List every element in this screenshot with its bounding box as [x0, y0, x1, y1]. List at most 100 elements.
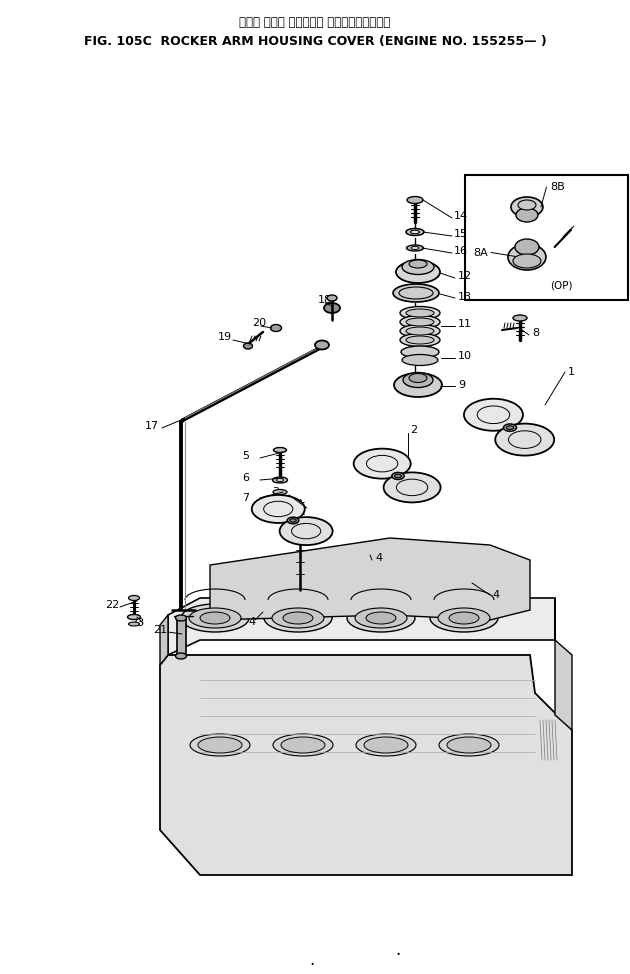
Ellipse shape	[176, 615, 186, 621]
Ellipse shape	[200, 612, 230, 624]
Ellipse shape	[244, 343, 253, 349]
Ellipse shape	[411, 246, 419, 249]
Ellipse shape	[176, 653, 186, 659]
Text: 4: 4	[492, 590, 499, 600]
Text: 7: 7	[242, 493, 249, 503]
Text: 1: 1	[568, 367, 575, 377]
Ellipse shape	[283, 612, 313, 624]
Ellipse shape	[324, 303, 340, 313]
Text: FIG. 105C  ROCKER ARM HOUSING COVER (ENGINE NO. 155255— ): FIG. 105C ROCKER ARM HOUSING COVER (ENGI…	[84, 35, 546, 49]
Ellipse shape	[270, 324, 282, 331]
Ellipse shape	[400, 333, 440, 347]
Ellipse shape	[315, 341, 329, 350]
Ellipse shape	[439, 734, 499, 756]
Ellipse shape	[364, 737, 408, 753]
Ellipse shape	[281, 737, 325, 753]
Text: 2: 2	[410, 425, 417, 435]
Text: 4: 4	[248, 617, 255, 627]
Ellipse shape	[356, 734, 416, 756]
Ellipse shape	[401, 346, 439, 358]
Ellipse shape	[272, 608, 324, 628]
Ellipse shape	[198, 737, 242, 753]
Ellipse shape	[327, 295, 337, 301]
Ellipse shape	[438, 608, 490, 628]
Ellipse shape	[406, 309, 434, 317]
Text: 9: 9	[458, 380, 465, 390]
Ellipse shape	[447, 737, 491, 753]
Text: .: .	[396, 941, 401, 959]
Polygon shape	[210, 538, 530, 620]
Text: 5: 5	[242, 451, 249, 461]
Text: 23: 23	[130, 618, 144, 628]
Ellipse shape	[273, 490, 287, 495]
Text: 3: 3	[272, 487, 279, 497]
Polygon shape	[160, 615, 168, 665]
Ellipse shape	[402, 355, 438, 365]
Text: 11: 11	[458, 319, 472, 329]
Ellipse shape	[503, 424, 517, 431]
Ellipse shape	[403, 372, 433, 388]
Ellipse shape	[409, 373, 427, 383]
Ellipse shape	[495, 424, 554, 456]
Ellipse shape	[273, 477, 287, 483]
Text: 4: 4	[375, 553, 382, 563]
Text: 22: 22	[105, 600, 119, 610]
Text: 17: 17	[145, 421, 159, 431]
Text: 14: 14	[454, 211, 468, 221]
Text: ロッカ アーム ハウジング カバー　　適用号機: ロッカ アーム ハウジング カバー 適用号機	[239, 16, 391, 28]
Ellipse shape	[129, 595, 139, 601]
Ellipse shape	[394, 373, 442, 397]
Ellipse shape	[516, 208, 538, 222]
Text: 10: 10	[458, 351, 472, 361]
Text: 12: 12	[458, 271, 472, 281]
Ellipse shape	[400, 324, 440, 338]
Ellipse shape	[129, 622, 139, 626]
Ellipse shape	[507, 426, 513, 430]
Ellipse shape	[511, 197, 543, 217]
Ellipse shape	[393, 284, 439, 302]
Ellipse shape	[273, 447, 287, 453]
Polygon shape	[160, 655, 572, 875]
Text: 20: 20	[252, 318, 266, 328]
Ellipse shape	[355, 608, 407, 628]
Ellipse shape	[277, 478, 284, 481]
Ellipse shape	[264, 604, 332, 632]
Text: .: .	[309, 951, 314, 969]
Ellipse shape	[400, 316, 440, 328]
Ellipse shape	[406, 318, 434, 326]
Ellipse shape	[406, 327, 434, 335]
Ellipse shape	[366, 612, 396, 624]
Ellipse shape	[464, 398, 523, 431]
Bar	[465, 175, 628, 300]
Ellipse shape	[407, 197, 423, 204]
Ellipse shape	[409, 260, 427, 268]
Ellipse shape	[430, 604, 498, 632]
Ellipse shape	[406, 336, 434, 344]
Ellipse shape	[190, 734, 250, 756]
Text: 16: 16	[454, 246, 468, 256]
Text: 8A: 8A	[473, 247, 488, 257]
Ellipse shape	[411, 230, 420, 234]
Ellipse shape	[513, 315, 527, 321]
Ellipse shape	[518, 200, 536, 210]
Polygon shape	[555, 598, 572, 730]
Ellipse shape	[396, 261, 440, 283]
Text: 21: 21	[153, 625, 167, 635]
Text: (OP): (OP)	[550, 281, 572, 291]
Text: 13: 13	[458, 292, 472, 302]
Text: 8: 8	[532, 328, 539, 338]
Ellipse shape	[280, 517, 333, 545]
Ellipse shape	[353, 449, 411, 478]
Ellipse shape	[127, 615, 140, 619]
Ellipse shape	[189, 608, 241, 628]
Ellipse shape	[287, 517, 299, 524]
Text: 18: 18	[318, 295, 332, 305]
Ellipse shape	[273, 734, 333, 756]
Text: 6: 6	[242, 473, 249, 483]
Ellipse shape	[508, 244, 546, 270]
Ellipse shape	[290, 519, 296, 522]
Ellipse shape	[392, 472, 404, 479]
Ellipse shape	[181, 604, 249, 632]
Text: 8B: 8B	[550, 182, 564, 192]
Ellipse shape	[515, 239, 539, 255]
